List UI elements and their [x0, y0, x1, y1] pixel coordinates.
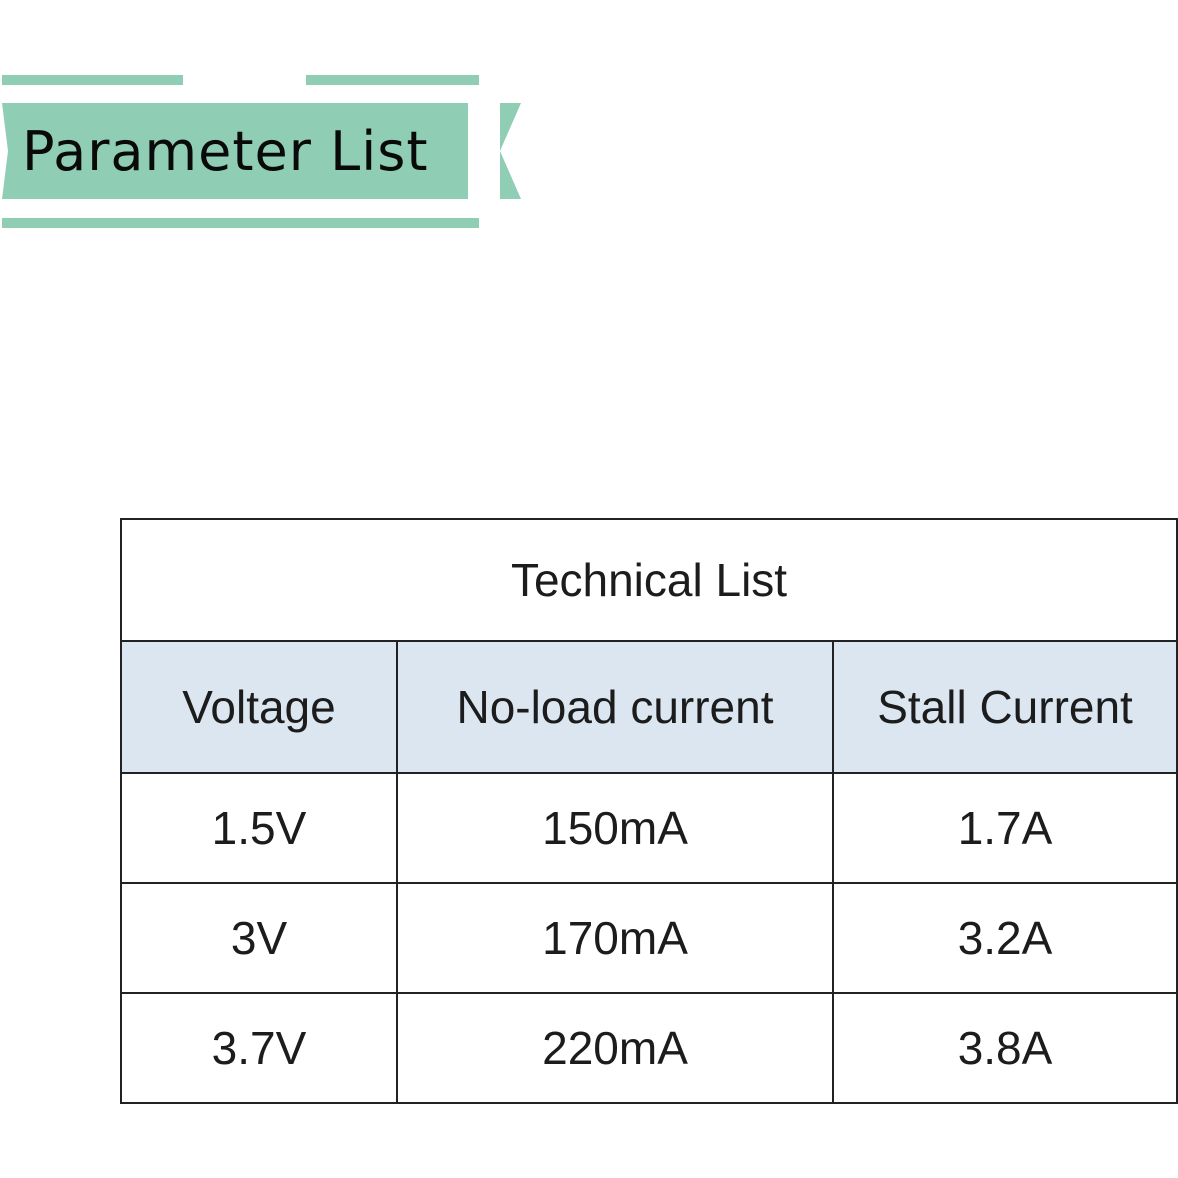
ribbon-tail	[500, 103, 521, 199]
table-row: 3V 170mA 3.2A	[120, 882, 1178, 994]
cell-no-load-current: 150mA	[396, 772, 834, 884]
column-header: Stall Current	[831, 640, 1178, 774]
decor-bar-top-left	[2, 75, 183, 85]
decor-bar-top-right	[306, 75, 479, 85]
cell-stall-current: 1.7A	[831, 772, 1178, 884]
table-row: 3.7V 220mA 3.8A	[120, 992, 1178, 1104]
cell-no-load-current: 220mA	[396, 992, 834, 1104]
decor-bar-bottom	[2, 218, 479, 228]
title-banner: Parameter List	[2, 103, 468, 199]
cell-no-load-current: 170mA	[396, 882, 834, 994]
cell-voltage: 3.7V	[120, 992, 398, 1104]
table-row: 1.5V 150mA 1.7A	[120, 772, 1178, 884]
table-title: Technical List	[119, 518, 1178, 642]
column-header: No-load current	[396, 640, 834, 774]
cell-stall-current: 3.8A	[831, 992, 1178, 1104]
column-header: Voltage	[120, 640, 398, 774]
cell-voltage: 3V	[120, 882, 398, 994]
page-title: Parameter List	[22, 119, 429, 183]
cell-voltage: 1.5V	[120, 772, 398, 884]
cell-stall-current: 3.2A	[831, 882, 1178, 994]
table-header-row: Voltage No-load current Stall Current	[120, 640, 1178, 774]
technical-table: Technical List Voltage No-load current S…	[119, 518, 1178, 1104]
